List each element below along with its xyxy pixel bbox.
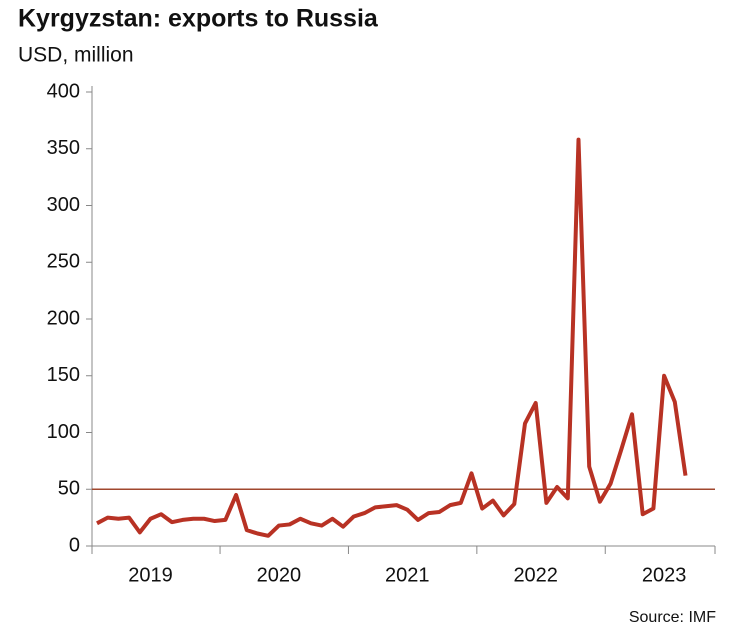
x-tick-label: 2020 [257, 564, 302, 586]
y-tick-label: 200 [47, 307, 80, 329]
x-tick-label: 2023 [642, 564, 687, 586]
x-tick-label: 2019 [128, 564, 173, 586]
data-line [96, 137, 688, 538]
y-tick-label: 300 [47, 194, 80, 216]
y-tick-label: 350 [47, 137, 80, 159]
y-tick-label: 100 [47, 421, 80, 443]
y-tick-label: 50 [58, 478, 80, 500]
x-tick-label: 2021 [385, 564, 430, 586]
y-tick-label: 0 [69, 534, 80, 556]
x-tick-label: 2022 [513, 564, 558, 586]
y-tick-label: 150 [47, 364, 80, 386]
y-tick-label: 250 [47, 251, 80, 273]
chart-title: Kyrgyzstan: exports to Russia [18, 5, 379, 33]
source-note: Source: IMF [629, 609, 716, 626]
y-tick-label: 400 [47, 80, 80, 102]
chart-subtitle: USD, million [18, 44, 134, 67]
